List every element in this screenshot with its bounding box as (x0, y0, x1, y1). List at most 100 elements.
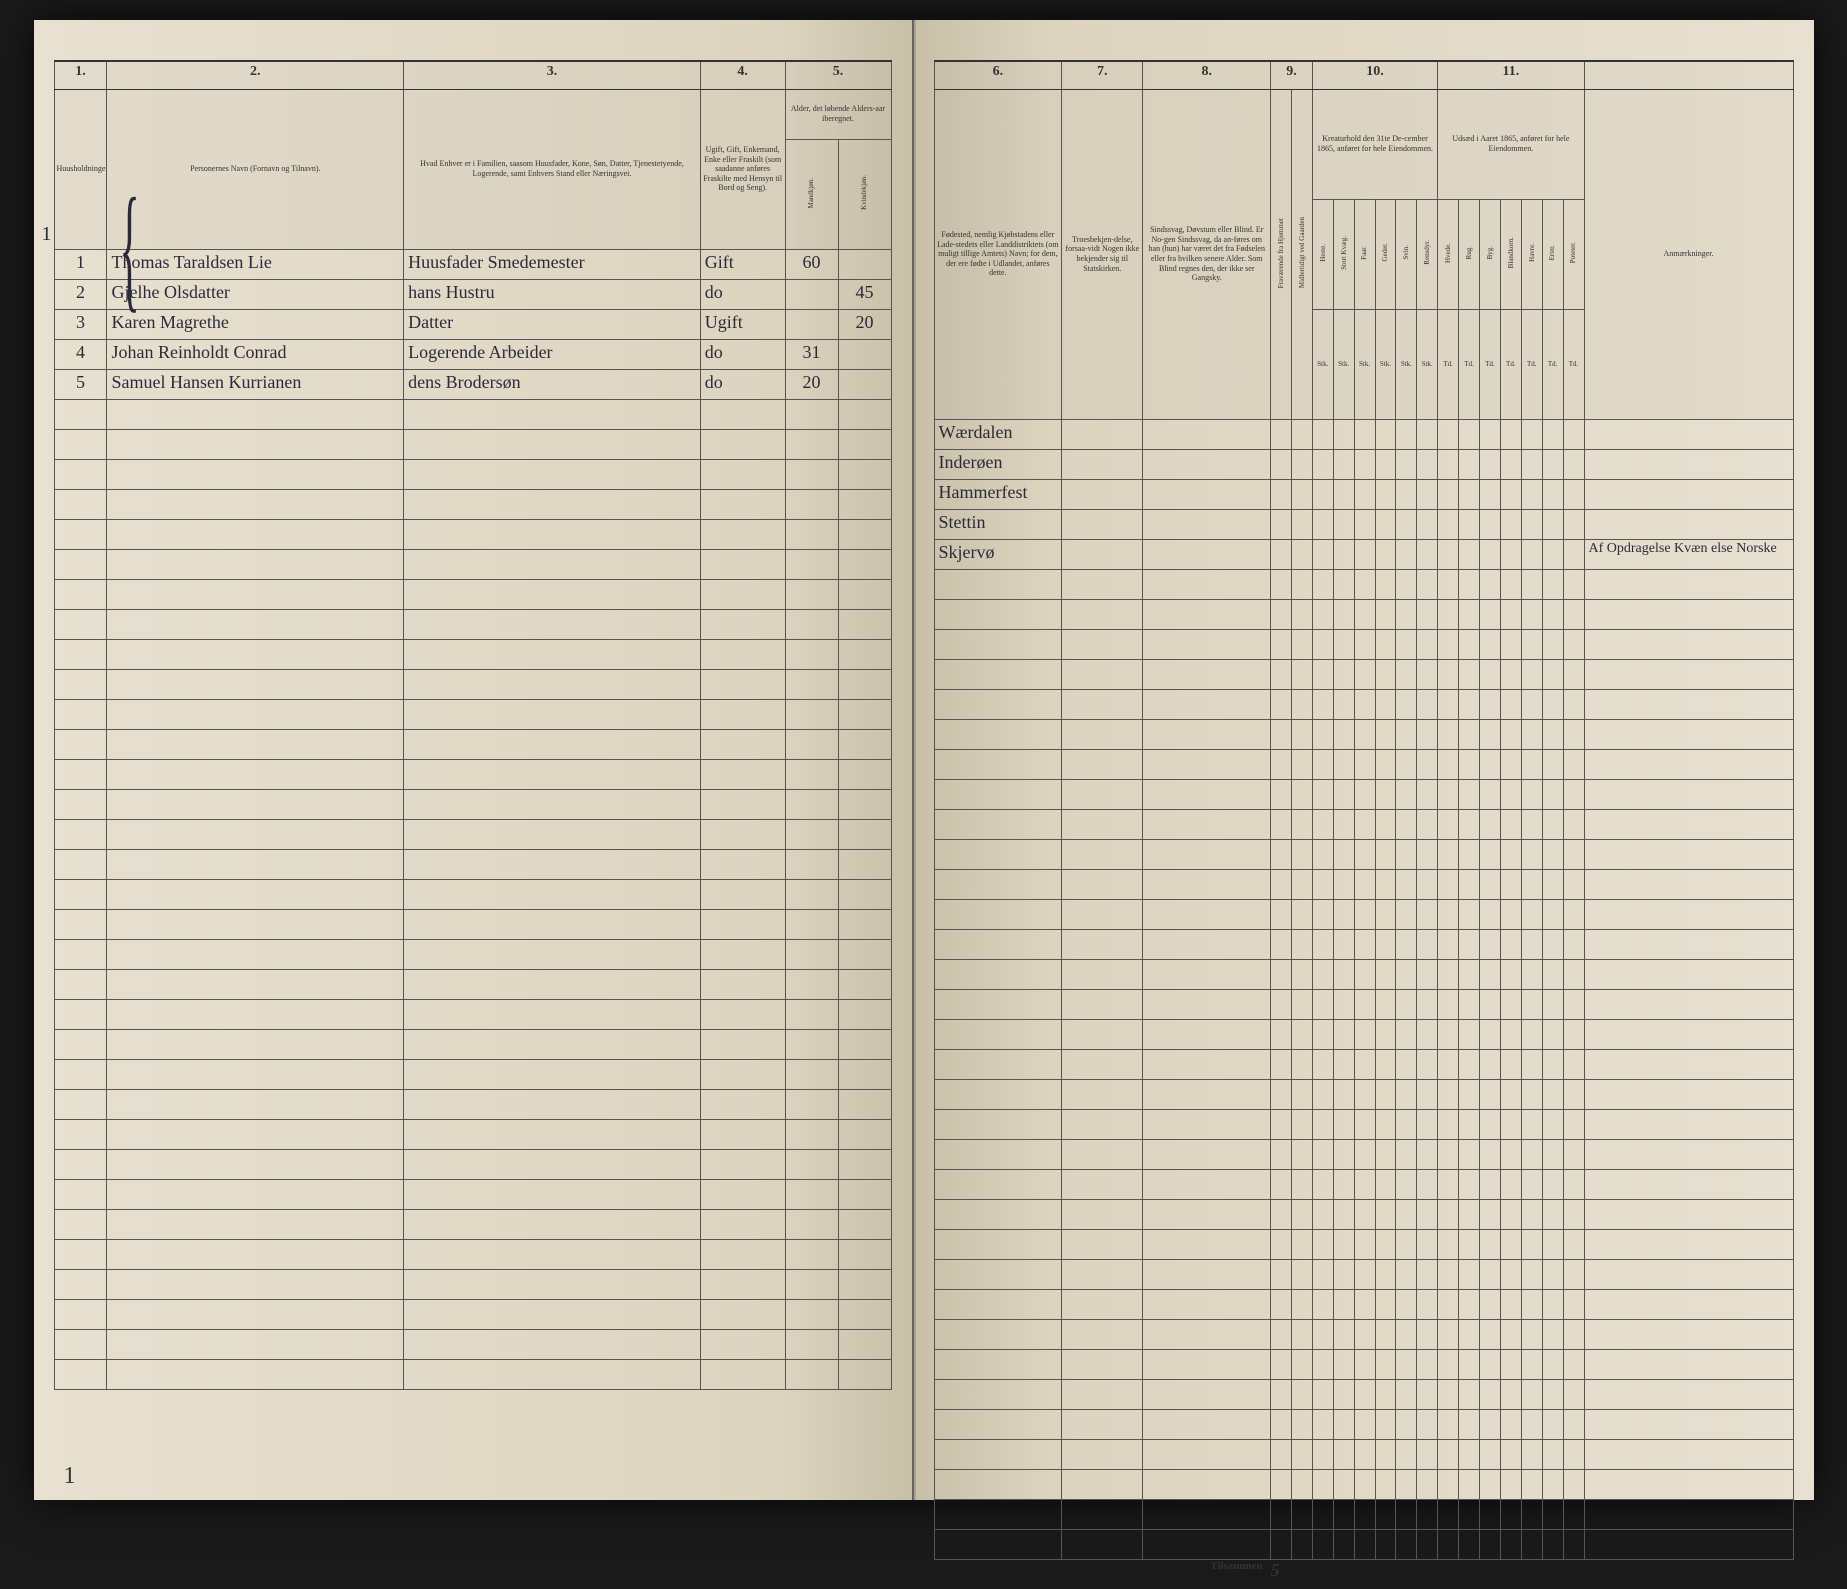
empty-row (934, 1349, 1793, 1379)
empty-row (54, 879, 891, 909)
empty-row (54, 1269, 891, 1299)
empty-row (934, 1289, 1793, 1319)
empty-row (934, 1259, 1793, 1289)
empty-row (54, 819, 891, 849)
header-absent: Fraværende fra Hjemmet (1277, 218, 1285, 288)
empty-row (934, 1529, 1793, 1559)
cell-blank (1521, 539, 1542, 569)
cell-age_m: 20 (785, 369, 838, 399)
cell-status: do (700, 279, 785, 309)
empty-row (54, 549, 891, 579)
cell-blank (1438, 479, 1459, 509)
cell-remark: Af Opdragelse Kvæn else Norske (1584, 539, 1793, 569)
cell-blank (1479, 419, 1500, 449)
right-page: 6. 7. 8. 9. 10. 11. Fødested, nemlig Kjø… (914, 20, 1814, 1500)
cell-blank (1333, 449, 1354, 479)
cell-blank (1291, 419, 1312, 449)
cell-age_f (838, 339, 891, 369)
empty-row (934, 1019, 1793, 1049)
empty-row (934, 1439, 1793, 1469)
cell-blank (1563, 419, 1584, 449)
livestock-col: Stort Kvæg. (1333, 199, 1354, 309)
empty-row (54, 1299, 891, 1329)
cell-role: Datter (404, 309, 701, 339)
footer-value: 5 (1271, 1559, 1313, 1589)
person-row-right: Wærdalen (934, 419, 1793, 449)
empty-row (54, 669, 891, 699)
cell-blank (1375, 449, 1396, 479)
empty-row (934, 929, 1793, 959)
empty-row (934, 659, 1793, 689)
cell-blank (1143, 419, 1271, 449)
cell-num: 1 (54, 249, 107, 279)
cell-blank (1417, 449, 1438, 479)
cell-blank (1354, 539, 1375, 569)
cell-blank (1438, 449, 1459, 479)
cell-blank (1143, 479, 1271, 509)
cell-blank (1143, 509, 1271, 539)
empty-row (934, 1199, 1793, 1229)
cell-blank (1396, 449, 1417, 479)
cell-birthplace: Hammerfest (934, 479, 1062, 509)
col-num-10: 10. (1312, 61, 1437, 89)
cell-blank (1375, 419, 1396, 449)
cell-blank (1417, 479, 1438, 509)
seed-col: Erter. (1542, 199, 1563, 309)
empty-row (54, 849, 891, 879)
cell-blank (1312, 479, 1333, 509)
livestock-unit: Stk. (1375, 309, 1396, 419)
cell-blank (1062, 449, 1143, 479)
header-faith: Troesbekjen-delse, forsaa-vidt Nogen ikk… (1062, 89, 1143, 419)
cell-blank (1542, 539, 1563, 569)
empty-row (54, 1089, 891, 1119)
cell-blank (1312, 509, 1333, 539)
cell-blank (1143, 539, 1271, 569)
cell-blank (1291, 449, 1312, 479)
seed-col: Poteter. (1563, 199, 1584, 309)
cell-blank (1479, 449, 1500, 479)
col-num-5: 5. (785, 61, 891, 89)
empty-row (54, 1209, 891, 1239)
cell-blank (1354, 419, 1375, 449)
livestock-col: Faar. (1354, 199, 1375, 309)
cell-name: Karen Magrethe (107, 309, 404, 339)
cell-blank (1271, 539, 1292, 569)
person-row: 2Gjelhe Olsdatterhans Hustrudo45 (54, 279, 891, 309)
empty-row (54, 1329, 891, 1359)
cell-num: 3 (54, 309, 107, 339)
header-role: Hvad Enhver er i Familien, saasom Huusfa… (404, 89, 701, 249)
cell-blank (1333, 539, 1354, 569)
cell-status: Gift (700, 249, 785, 279)
cell-age_f (838, 369, 891, 399)
person-row: 1Thomas Taraldsen LieHuusfader Smedemest… (54, 249, 891, 279)
household-margin-number: 1 (42, 223, 52, 246)
empty-row (934, 989, 1793, 1019)
cell-remark (1584, 479, 1793, 509)
cell-role: Huusfader Smedemester (404, 249, 701, 279)
empty-row (934, 569, 1793, 599)
cell-blank (1271, 509, 1292, 539)
header-names: Personernes Navn (Fornavn og Tilnavn). (107, 89, 404, 249)
cell-blank (1459, 509, 1480, 539)
cell-birthplace: Skjervø (934, 539, 1062, 569)
cell-blank (1333, 479, 1354, 509)
cell-remark (1584, 419, 1793, 449)
cell-blank (1333, 419, 1354, 449)
cell-blank (1479, 509, 1500, 539)
empty-row (934, 959, 1793, 989)
empty-row (54, 1179, 891, 1209)
left-page: 1 { 1. 2. 3. 4. 5. Huusholdn (34, 20, 914, 1500)
header-disability: Sindssvag, Døvstum eller Blind. Er No-ge… (1143, 89, 1271, 419)
person-row-right: Stettin (934, 509, 1793, 539)
livestock-unit: Stk. (1312, 309, 1333, 419)
seed-unit: Td. (1500, 309, 1521, 419)
livestock-col: Geder. (1375, 199, 1396, 309)
empty-row (934, 1139, 1793, 1169)
empty-row (934, 869, 1793, 899)
cell-blank (1062, 479, 1143, 509)
col-num-11: 11. (1438, 61, 1584, 89)
empty-row (54, 1149, 891, 1179)
cell-blank (1312, 449, 1333, 479)
cell-remark (1584, 449, 1793, 479)
cell-birthplace: Inderøen (934, 449, 1062, 479)
